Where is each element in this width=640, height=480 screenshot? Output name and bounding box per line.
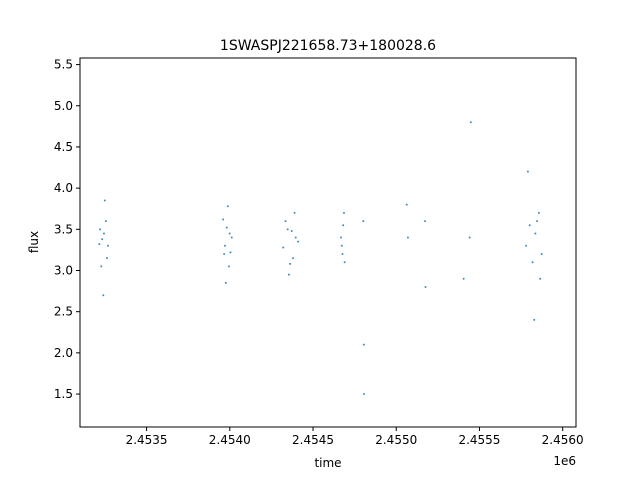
y-axis-ticks: 1.5 2.0 2.5 3.0 3.5 4.0 4.5 5.0 5.5 [54,58,80,401]
data-point [104,220,107,223]
data-point [282,246,285,249]
x-axis-ticks: 2.4535 2.4540 2.4545 2.4550 2.4555 2.4560 [126,427,584,447]
data-point [462,277,465,280]
data-point [424,220,427,223]
y-axis-label: flux [27,231,41,253]
x-tick-label: 2.4555 [458,433,500,447]
data-point [289,262,292,265]
data-point [468,236,471,239]
data-point [531,261,534,264]
data-point [294,236,297,239]
y-tick-label: 5.0 [54,99,73,113]
data-point [98,243,101,246]
data-point [343,261,346,264]
data-point [100,265,103,268]
x-axis-offset-label: 1e6 [553,454,576,468]
data-point [533,318,536,321]
plot-frame [79,57,577,428]
data-point [223,253,226,256]
data-point [406,236,409,239]
y-tick-label: 4.0 [54,181,73,195]
data-point [228,232,231,235]
data-point [536,220,539,223]
data-point [106,244,109,247]
data-point [292,257,295,260]
data-point [284,220,287,223]
data-point [224,281,227,284]
data-point [226,205,229,208]
x-tick-label: 2.4540 [209,433,251,447]
data-point [526,170,529,173]
x-tick-label: 2.4535 [126,433,168,447]
data-point [362,393,365,396]
data-point [297,240,300,243]
data-point [525,244,528,247]
data-point [362,220,365,223]
data-point [101,238,104,241]
data-point [537,211,540,214]
data-point [469,121,472,124]
data-point [293,211,296,214]
x-tick-label: 2.4550 [375,433,417,447]
data-point [225,226,228,229]
data-point [342,211,345,214]
x-tick-label: 2.4560 [542,433,584,447]
data-point [539,277,542,280]
data-points [98,121,543,396]
data-point [102,294,105,297]
data-point [339,236,342,239]
data-point [105,257,108,260]
data-point [286,228,289,231]
y-tick-label: 3.5 [54,222,73,236]
data-point [340,244,343,247]
x-axis-label: time [314,456,341,470]
y-tick-label: 1.5 [54,387,73,401]
data-point [540,253,543,256]
data-point [362,343,365,346]
data-point [341,253,344,256]
data-point [287,273,290,276]
data-point [230,236,233,239]
plot-background [80,58,576,427]
data-point [528,224,531,227]
y-tick-label: 2.0 [54,346,73,360]
x-tick-label: 2.4545 [292,433,334,447]
data-point [229,251,232,254]
data-point [424,285,427,288]
data-point [102,232,105,235]
chart-title: 1SWASPJ221658.73+180028.6 [220,38,436,54]
y-tick-label: 2.5 [54,305,73,319]
data-point [103,199,106,202]
y-tick-label: 5.5 [54,58,73,72]
data-point [534,232,537,235]
y-tick-label: 4.5 [54,140,73,154]
data-point [342,224,345,227]
data-point [405,203,408,206]
data-point [227,265,230,268]
y-tick-label: 3.0 [54,264,73,278]
data-point [222,218,225,221]
data-point [290,229,293,232]
data-point [99,228,102,231]
data-point [223,244,226,247]
